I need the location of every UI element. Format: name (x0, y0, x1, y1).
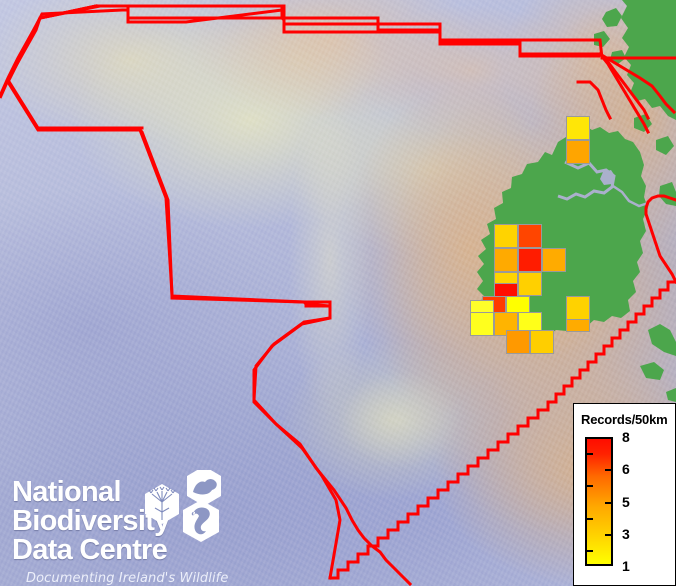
logo-wordmark: National Biodiversity Data Centre (12, 478, 170, 565)
legend-tick (585, 485, 593, 488)
scotland-island-e (656, 136, 674, 155)
legend-label: 8 (622, 429, 630, 445)
scotland-island-c (610, 50, 626, 64)
legend-label: 3 (622, 525, 630, 542)
legend-tick (585, 453, 593, 456)
grid-cell (542, 248, 566, 272)
grid-cell (470, 312, 494, 336)
grid-cell (518, 272, 542, 296)
south-coast-fragment (640, 362, 664, 380)
logo-tagline: Documenting Ireland's Wildlife (26, 571, 229, 586)
bird-hexagon (187, 470, 221, 506)
scotland-island-b (594, 31, 610, 47)
nbdc-logo: National Biodiversity Data Centre Docume… (12, 470, 228, 586)
grid-cell (518, 248, 542, 272)
cornwall-fragment (648, 324, 676, 356)
legend-label: 1 (622, 558, 630, 574)
logo-hexagon-marks (145, 470, 221, 542)
scotland-island-a (602, 8, 622, 27)
legend-title: Records/50km (581, 412, 668, 427)
legend-box: Records/50km 8 6 5 3 1 (573, 403, 676, 586)
grid-cell (566, 296, 590, 320)
legend-label: 6 (622, 461, 630, 478)
legend-tick (605, 501, 613, 504)
logo-line-1: National (12, 476, 122, 508)
grid-cell (566, 116, 590, 140)
grid-cell (494, 248, 518, 272)
legend-tick (585, 517, 593, 520)
wales-fragment (659, 182, 676, 206)
grid-cell (518, 224, 542, 248)
logo-line-2: Biodiversity (12, 505, 170, 537)
legend-tick (585, 549, 593, 552)
grid-cell (530, 330, 554, 354)
logo-line-3: Data Centre (12, 534, 168, 566)
legend-label: 5 (622, 493, 630, 510)
umbellifer-plant-hexagon (145, 484, 179, 524)
legend-tick (605, 533, 613, 536)
seahorse-hexagon (183, 500, 219, 542)
legend-tick (605, 469, 613, 472)
grid-cell (494, 224, 518, 248)
grid-cell (566, 140, 590, 164)
scotland-landmass (621, 0, 676, 120)
scotland-island-d (634, 114, 652, 132)
grid-cell (506, 330, 530, 354)
channel-island-fragment (666, 388, 676, 402)
